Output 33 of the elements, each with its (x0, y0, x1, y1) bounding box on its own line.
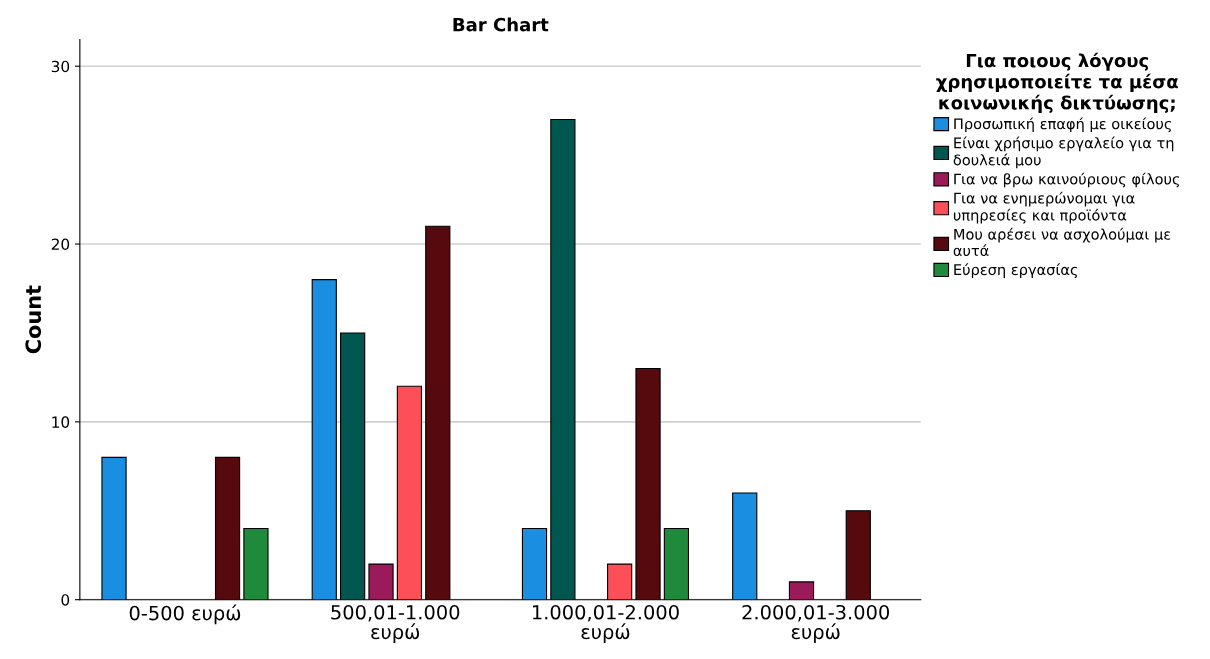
x-tick-label: 500,01-1.000 ευρώ (331, 604, 460, 643)
y-axis-title: Count (25, 285, 42, 354)
legend-label: Προσωπική επαφή με οικείους (954, 117, 1171, 133)
bar (425, 225, 451, 600)
y-tick-label: 0 (61, 594, 70, 606)
bar (311, 279, 337, 600)
bar (214, 456, 241, 600)
legend-label: Εύρεση εργασίας (954, 263, 1078, 279)
bar (635, 367, 661, 600)
legend-label: Είναι χρήσιμο εργαλείο για τη δουλειά μου (953, 136, 1174, 169)
bar (663, 528, 690, 600)
x-tick-label: 2.000,01-3.000 ευρώ (742, 604, 890, 643)
bar (550, 119, 576, 600)
x-tick-label: 1.000,01-2.000 ευρώ (532, 604, 679, 643)
y-tick-label: 20 (51, 238, 70, 251)
chart-title: Bar Chart (453, 17, 549, 32)
bar (845, 510, 871, 600)
x-tick-label: 0-500 ευρώ (129, 604, 241, 625)
bar (396, 385, 423, 600)
bar (788, 581, 815, 600)
legend-label: Μου αρέσει να ασχολούμαι με αυτά (953, 227, 1171, 257)
bar (340, 332, 366, 600)
bar (607, 563, 633, 600)
legend-label: Για να βρω καινούριους φίλους (954, 172, 1180, 188)
legend-title: Για ποιους λόγους χρησιμοποιείτε τα μέσα κοινωνικής δικτύωσης; (936, 52, 1178, 114)
bar (243, 528, 269, 600)
bar (368, 563, 394, 600)
bar (521, 528, 548, 600)
y-tick-label: 10 (52, 416, 70, 428)
bar (101, 456, 127, 600)
y-tick-label: 30 (51, 60, 70, 73)
bar (732, 492, 758, 600)
legend-label: Για να ενημερώνομαι για υπηρεσίες και προϊόντα (953, 191, 1135, 224)
